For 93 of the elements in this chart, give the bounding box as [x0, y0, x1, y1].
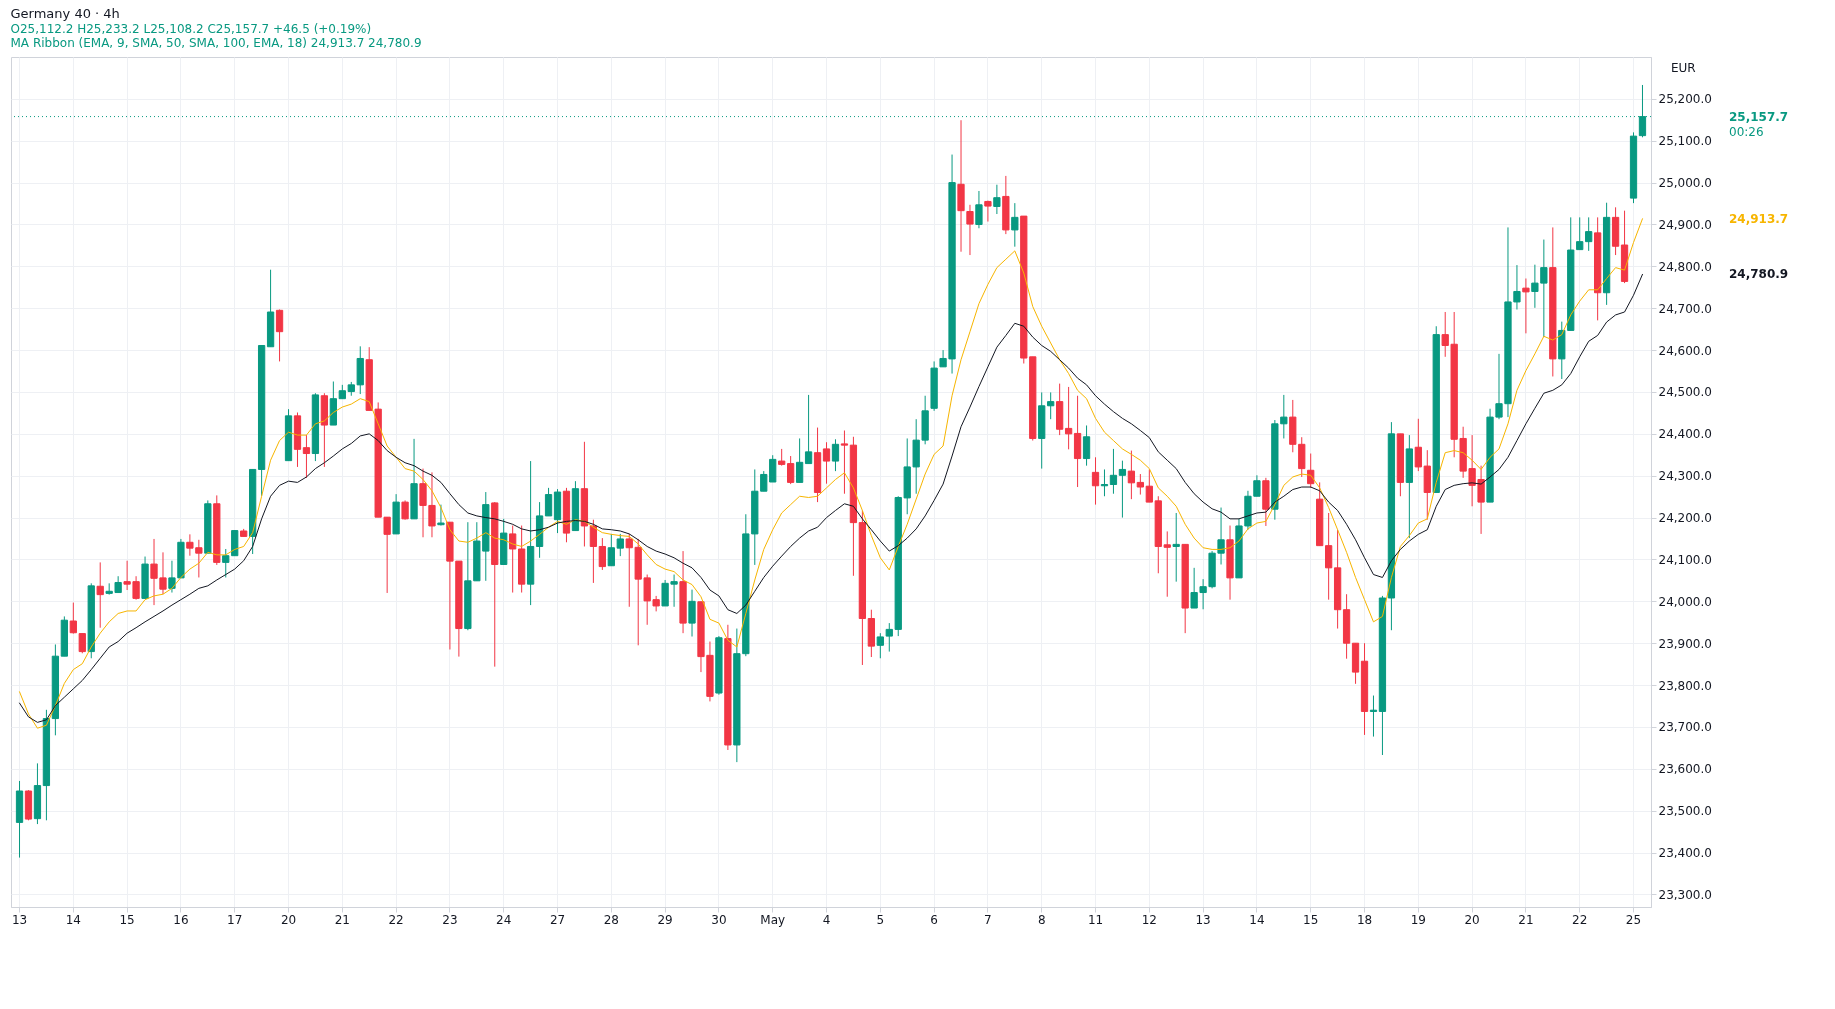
- x-tick-label: 15: [1303, 912, 1319, 927]
- text: EUR: [1671, 61, 1696, 75]
- x-tick-label: 16: [173, 912, 189, 927]
- x-tick-label: 6: [930, 912, 938, 927]
- x-tick-label: 17: [227, 912, 243, 927]
- x-tick-label: 4: [822, 912, 831, 927]
- text: 24,913.7: [1729, 211, 1789, 226]
- candlestick: [302, 434, 311, 479]
- y-tick-label: 24,000.0: [1658, 594, 1712, 609]
- chart-subtitle: O25,112.2 H25,233.2 L25,108.2 C25,157.7 +46.5 (+0.19%): [10, 22, 372, 36]
- candlestick: [1100, 468, 1109, 497]
- candlestick: [1109, 448, 1118, 495]
- x-tick-label: 21: [1518, 912, 1534, 927]
- candlestick: [1127, 450, 1136, 500]
- y-tick-label: 24,300.0: [1658, 469, 1712, 484]
- x-tick-label: May: [760, 912, 786, 927]
- y-tick-label: 24,600.0: [1658, 343, 1712, 358]
- y-tick-label: 24,700.0: [1658, 301, 1712, 316]
- candlestick: [1136, 473, 1144, 496]
- y-tick-label: 24,200.0: [1658, 511, 1712, 526]
- candlestick: [1064, 386, 1073, 450]
- x-tick-label: 13: [1195, 912, 1211, 927]
- x-tick-label: 20: [280, 912, 297, 927]
- text: MA Ribbon (EMA, 9, SMA, 50, SMA, 100, EMA, 18) 24,913.7 24,780.9: [10, 36, 422, 50]
- candlestick: [589, 519, 598, 584]
- x-tick-label: 21: [334, 912, 350, 927]
- text: 00:26: [1729, 124, 1764, 139]
- candlestick: [598, 537, 606, 571]
- candlestick: [275, 308, 284, 362]
- text: 24,780.9: [1729, 267, 1789, 282]
- x-tick-label: 27: [549, 912, 566, 927]
- x-tick-label: 23: [442, 912, 458, 927]
- candlestick: [1325, 512, 1333, 601]
- x-tick-label: 28: [603, 912, 619, 927]
- x-tick-label: 30: [711, 912, 727, 927]
- candlestick: [1118, 460, 1127, 519]
- candlestick: [1091, 456, 1100, 506]
- candlestick: [831, 438, 840, 472]
- x-tick-label: 15: [119, 912, 135, 927]
- x-tick-label: 7: [984, 912, 992, 927]
- y-tick-label: 23,400.0: [1658, 846, 1712, 861]
- candlestick: [822, 441, 831, 485]
- x-tick-label: 14: [1249, 912, 1265, 927]
- y-tick-label: 24,500.0: [1658, 385, 1712, 400]
- candlestick: [795, 437, 804, 483]
- y-tick-label: 25,000.0: [1658, 176, 1712, 191]
- candlestick: [1369, 695, 1378, 738]
- x-tick-label: 19: [1410, 912, 1426, 927]
- y-tick-label: 23,500.0: [1658, 804, 1712, 819]
- y-tick-label: 23,700.0: [1658, 720, 1712, 735]
- candlestick: [437, 504, 445, 527]
- x-tick-label: 12: [1141, 912, 1157, 927]
- candlestick: [78, 633, 86, 654]
- candlestick: [69, 602, 77, 635]
- x-tick-label: 5: [876, 912, 885, 927]
- candlestick: [1522, 278, 1530, 334]
- x-tick-label: 22: [388, 912, 404, 927]
- y-tick-label: 24,900.0: [1658, 217, 1712, 232]
- x-tick-label: 18: [1356, 912, 1373, 927]
- x-tick-label: 13: [11, 912, 28, 927]
- y-tick-label: 25,100.0: [1658, 134, 1712, 149]
- candlestick: [840, 430, 849, 495]
- candlestick: [544, 487, 553, 517]
- chart-title: Germany 40 · 4h: [10, 6, 120, 21]
- y-tick-label: 23,900.0: [1658, 636, 1712, 651]
- candlestick: [96, 561, 104, 629]
- ref-line-label: 25,157.7: [1729, 109, 1789, 124]
- candlestick: [1011, 202, 1019, 248]
- y-tick-label: 24,100.0: [1658, 552, 1712, 567]
- candlestick: [804, 394, 813, 465]
- y-tick-label: 23,300.0: [1658, 887, 1712, 902]
- candlestick: [1082, 424, 1091, 467]
- x-tick-label: 8: [1037, 912, 1046, 927]
- x-tick-label: 14: [65, 912, 81, 927]
- candlestick: [401, 499, 409, 521]
- y-tick-label: 23,600.0: [1658, 762, 1712, 777]
- x-tick-label: 20: [1464, 912, 1480, 927]
- candlestick: [787, 455, 795, 485]
- x-tick-label: 24: [496, 912, 512, 927]
- y-tick-label: 24,400.0: [1658, 427, 1712, 442]
- candlestick: [688, 589, 696, 638]
- candlestick: [1172, 512, 1180, 583]
- candlestick: [975, 190, 983, 229]
- x-tick-label: 22: [1572, 912, 1588, 927]
- x-tick-label: 29: [657, 912, 673, 927]
- candlestick: [993, 184, 1001, 215]
- candlestick: [966, 204, 974, 256]
- candlestick: [509, 525, 517, 594]
- x-tick-label: 25: [1625, 912, 1642, 927]
- y-tick-label: 23,800.0: [1658, 678, 1712, 693]
- x-tick-label: 11: [1087, 912, 1104, 927]
- y-tick-label: 24,800.0: [1658, 259, 1712, 274]
- y-tick-label: 25,200.0: [1658, 92, 1712, 107]
